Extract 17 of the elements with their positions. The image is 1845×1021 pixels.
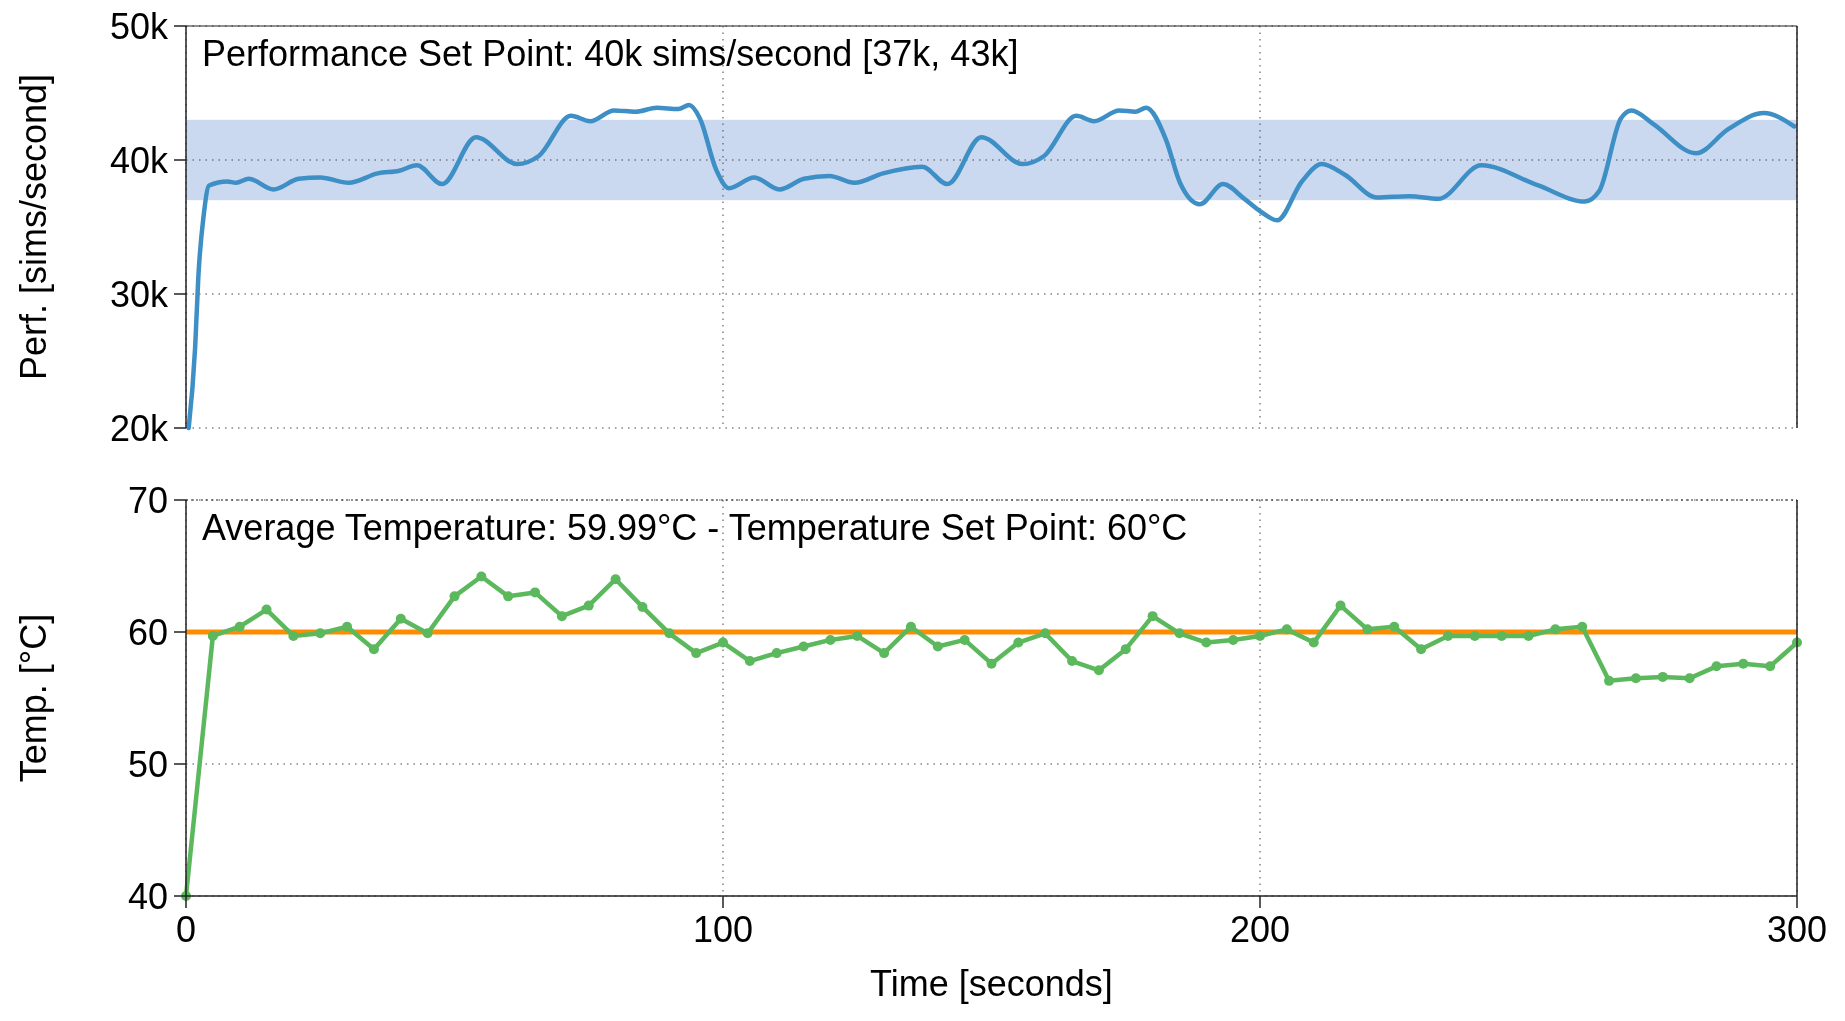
y-tick-label: 50 <box>127 743 168 785</box>
x-tick-label: 300 <box>1766 909 1828 950</box>
y-tick-label: 60 <box>127 611 168 653</box>
y-tick-label: 40k <box>109 139 169 181</box>
x-tick-label: 100 <box>692 909 754 950</box>
chart-title: Performance Set Point: 40k sims/second [37k, 43k] <box>202 33 1019 74</box>
y-tick-label: 70 <box>127 479 168 521</box>
x-tick-label: 200 <box>1229 909 1291 950</box>
x-tick-label: 0 <box>175 909 197 950</box>
y-tick-label: 50k <box>109 5 169 47</box>
chart-title: Average Temperature: 59.99°C - Temperature Set Point: 60°C <box>202 507 1188 548</box>
y-tick-label: 20k <box>109 407 169 449</box>
y-axis-title: Temp. [°C] <box>13 613 54 783</box>
y-tick-label: 30k <box>109 273 169 315</box>
x-axis-title: Time [seconds] <box>870 963 1113 1004</box>
y-axis-title: Perf. [sims/second] <box>13 73 54 381</box>
y-tick-label: 40 <box>127 875 168 917</box>
